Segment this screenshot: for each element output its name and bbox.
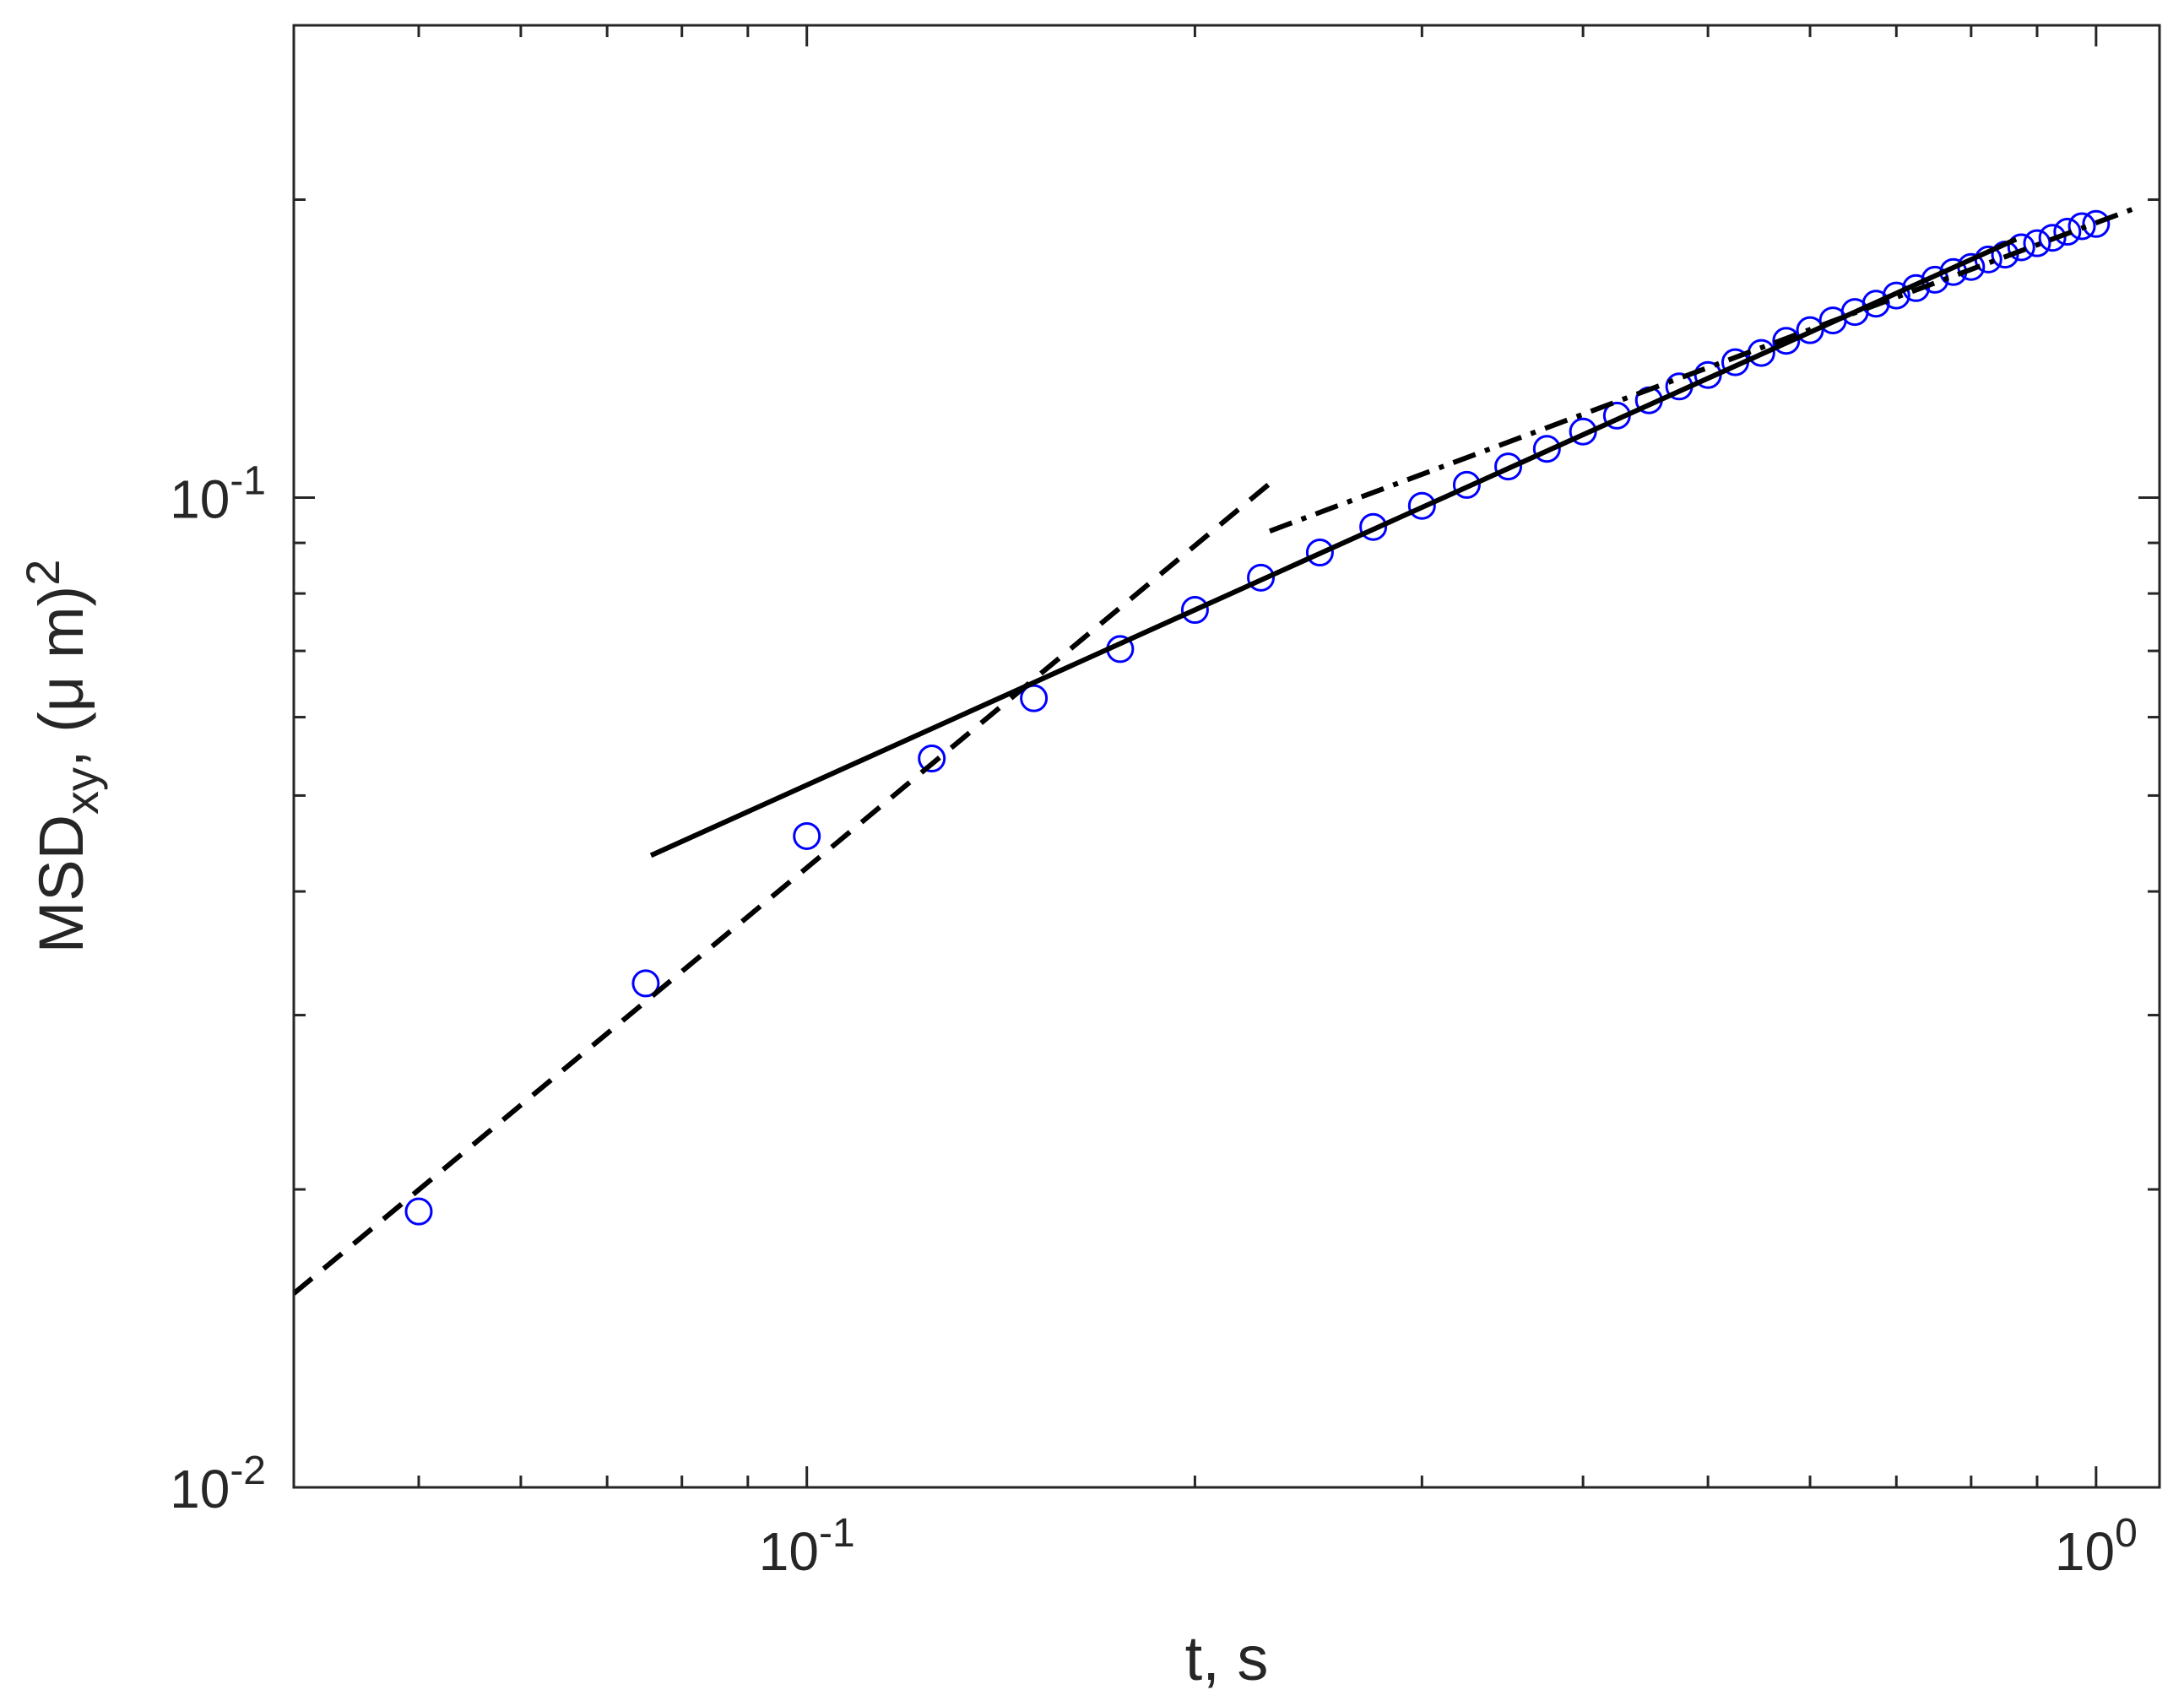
tick-exponent: -1 xyxy=(230,458,266,503)
data-point xyxy=(2067,212,2096,241)
y-tick-label: 10-1 xyxy=(170,458,266,529)
fit-line xyxy=(1269,205,2136,533)
fit-line xyxy=(292,479,1276,1296)
data-point xyxy=(1247,563,1276,592)
data-point xyxy=(1020,684,1049,712)
data-point xyxy=(2007,233,2035,262)
tick-exponent: -1 xyxy=(819,1511,855,1556)
data-point xyxy=(2038,224,2067,252)
fit-line xyxy=(649,236,2018,858)
tick-base: 10 xyxy=(2055,1521,2115,1582)
data-point xyxy=(918,745,946,773)
y-label-rest: , (μ m) xyxy=(26,586,96,767)
y-label-sup: 2 xyxy=(16,560,69,586)
data-point xyxy=(1882,281,1910,310)
data-point xyxy=(1359,512,1388,541)
data-point xyxy=(631,969,660,998)
tick-base: 10 xyxy=(170,468,230,529)
plot-frame xyxy=(292,24,2161,1489)
tick-base: 10 xyxy=(759,1521,819,1582)
tick-base: 10 xyxy=(170,1459,230,1519)
x-tick-label: 10-1 xyxy=(759,1511,855,1582)
data-point xyxy=(1532,435,1561,463)
data-point xyxy=(1407,491,1436,520)
x-axis-label: t, s xyxy=(1185,1623,1269,1693)
y-label-main: MSD xyxy=(26,815,96,953)
x-tick-label: 100 xyxy=(2055,1511,2138,1582)
data-point xyxy=(2023,229,2051,257)
tick-exponent: -2 xyxy=(230,1449,266,1493)
data-point xyxy=(404,1197,433,1226)
y-axis-label: MSDxy, (μ m)2 xyxy=(16,560,108,954)
data-point xyxy=(1494,452,1523,481)
data-point xyxy=(2082,209,2111,238)
data-point xyxy=(1452,470,1481,499)
data-point xyxy=(1305,539,1334,567)
data-point xyxy=(1796,316,1824,344)
data-point xyxy=(1180,596,1209,625)
data-point xyxy=(2053,218,2082,246)
data-point xyxy=(1862,290,1890,318)
data-point xyxy=(793,821,821,850)
y-tick-label: 10-2 xyxy=(170,1449,266,1519)
data-point xyxy=(1772,327,1801,355)
tick-exponent: 0 xyxy=(2115,1511,2138,1556)
y-label-sub: xy xyxy=(55,767,108,815)
